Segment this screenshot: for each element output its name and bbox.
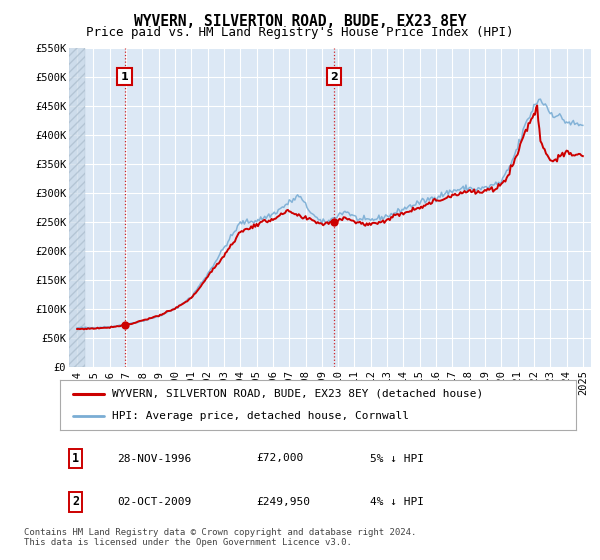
Text: 2: 2 [72, 496, 79, 508]
Text: 5% ↓ HPI: 5% ↓ HPI [370, 454, 424, 464]
Text: 2: 2 [330, 72, 338, 82]
Text: 02-OCT-2009: 02-OCT-2009 [117, 497, 191, 507]
Text: HPI: Average price, detached house, Cornwall: HPI: Average price, detached house, Corn… [112, 412, 409, 422]
Text: WYVERN, SILVERTON ROAD, BUDE, EX23 8EY (detached house): WYVERN, SILVERTON ROAD, BUDE, EX23 8EY (… [112, 389, 483, 399]
Text: WYVERN, SILVERTON ROAD, BUDE, EX23 8EY: WYVERN, SILVERTON ROAD, BUDE, EX23 8EY [134, 14, 466, 29]
Text: 1: 1 [72, 452, 79, 465]
Text: 1: 1 [121, 72, 128, 82]
Text: 4% ↓ HPI: 4% ↓ HPI [370, 497, 424, 507]
Text: 28-NOV-1996: 28-NOV-1996 [117, 454, 191, 464]
Text: Price paid vs. HM Land Registry's House Price Index (HPI): Price paid vs. HM Land Registry's House … [86, 26, 514, 39]
Text: Contains HM Land Registry data © Crown copyright and database right 2024.
This d: Contains HM Land Registry data © Crown c… [24, 528, 416, 547]
Text: £72,000: £72,000 [256, 454, 304, 464]
Text: £249,950: £249,950 [256, 497, 310, 507]
